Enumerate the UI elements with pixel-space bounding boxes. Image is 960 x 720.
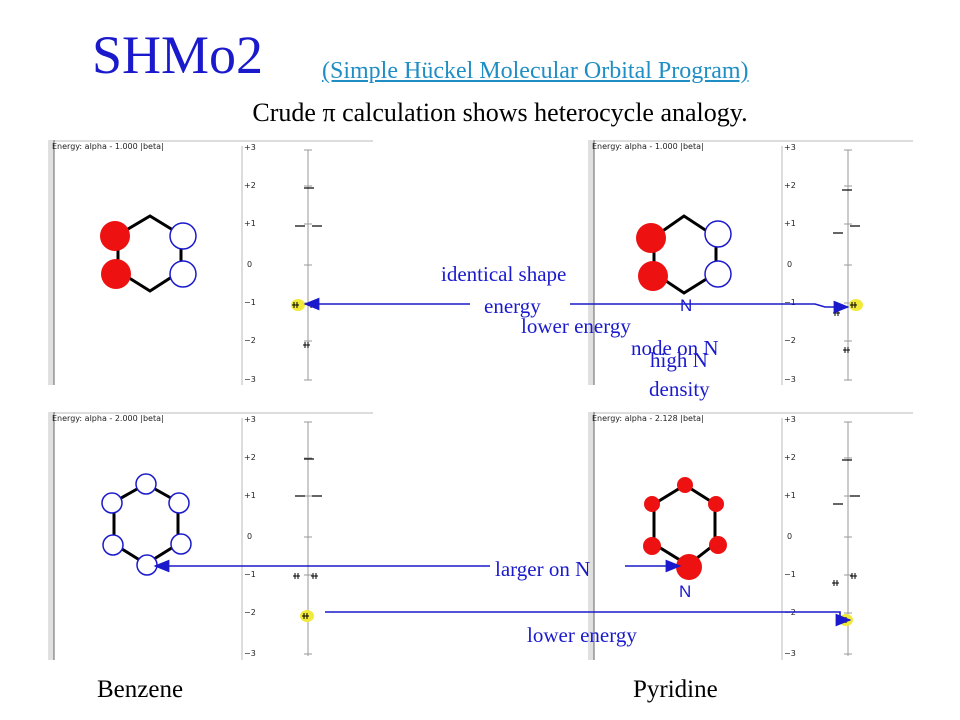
panel-benzene-homo: Energy: alpha - 1.000 |beta| +3 +2 +1 0 … [48,140,373,385]
energy-levels [295,458,322,497]
program-link[interactable]: (Simple Hückel Molecular Orbital Program… [322,58,749,84]
label-benzene: Benzene [97,676,184,703]
lobe-red [100,221,130,251]
lobe-blue [169,260,197,288]
atom-label-n-bottom: N [679,582,692,601]
lobe-red [636,223,666,253]
label-identical-shape: identical shape [441,262,567,286]
lobes-blue [101,473,192,576]
energy-readout: Energy: alpha - 1.000 |beta| [52,142,164,151]
energy-levels [833,189,860,234]
lobe-red [638,261,668,291]
label-node-on-n: node on N [631,336,719,360]
energy-levels [833,459,860,505]
lobe-blue [169,222,197,250]
label-larger-on-n: larger on N [495,557,591,581]
lobe-red [101,259,131,289]
panel-benzene-lowest: Energy: alpha - 2.000 |beta| +3 +2 +1 0 … [48,412,373,660]
label-lower-energy-bottom: lower energy [527,623,637,647]
label-density: density [649,377,710,401]
page-title: SHMo2 [92,25,264,85]
label-high-n: high N [650,348,708,372]
energy-readout: Energy: alpha - 2.128 |beta| [592,414,704,423]
energy-levels [295,187,322,227]
atom-label-n-top: N [680,296,693,315]
energy-readout: Energy: alpha - 2.000 |beta| [52,414,164,423]
benzene-ring [112,482,180,566]
label-pyridine: Pyridine [633,676,718,703]
energy-readout: Energy: alpha - 1.000 |beta| [592,142,704,151]
lobe-blue [704,220,732,248]
electron-pairs [293,573,318,619]
lobe-blue [704,260,732,288]
lobes-red [643,477,727,580]
label-lower-energy-top: lower energy [521,314,631,338]
label-energy: energy [484,294,541,318]
panel-pyridine-homo: Energy: alpha - 1.000 |beta| +3 +2 +1 0 … [588,140,913,385]
pyridine-ring [652,483,717,567]
caption: Crude π calculation shows heterocycle an… [252,98,748,127]
